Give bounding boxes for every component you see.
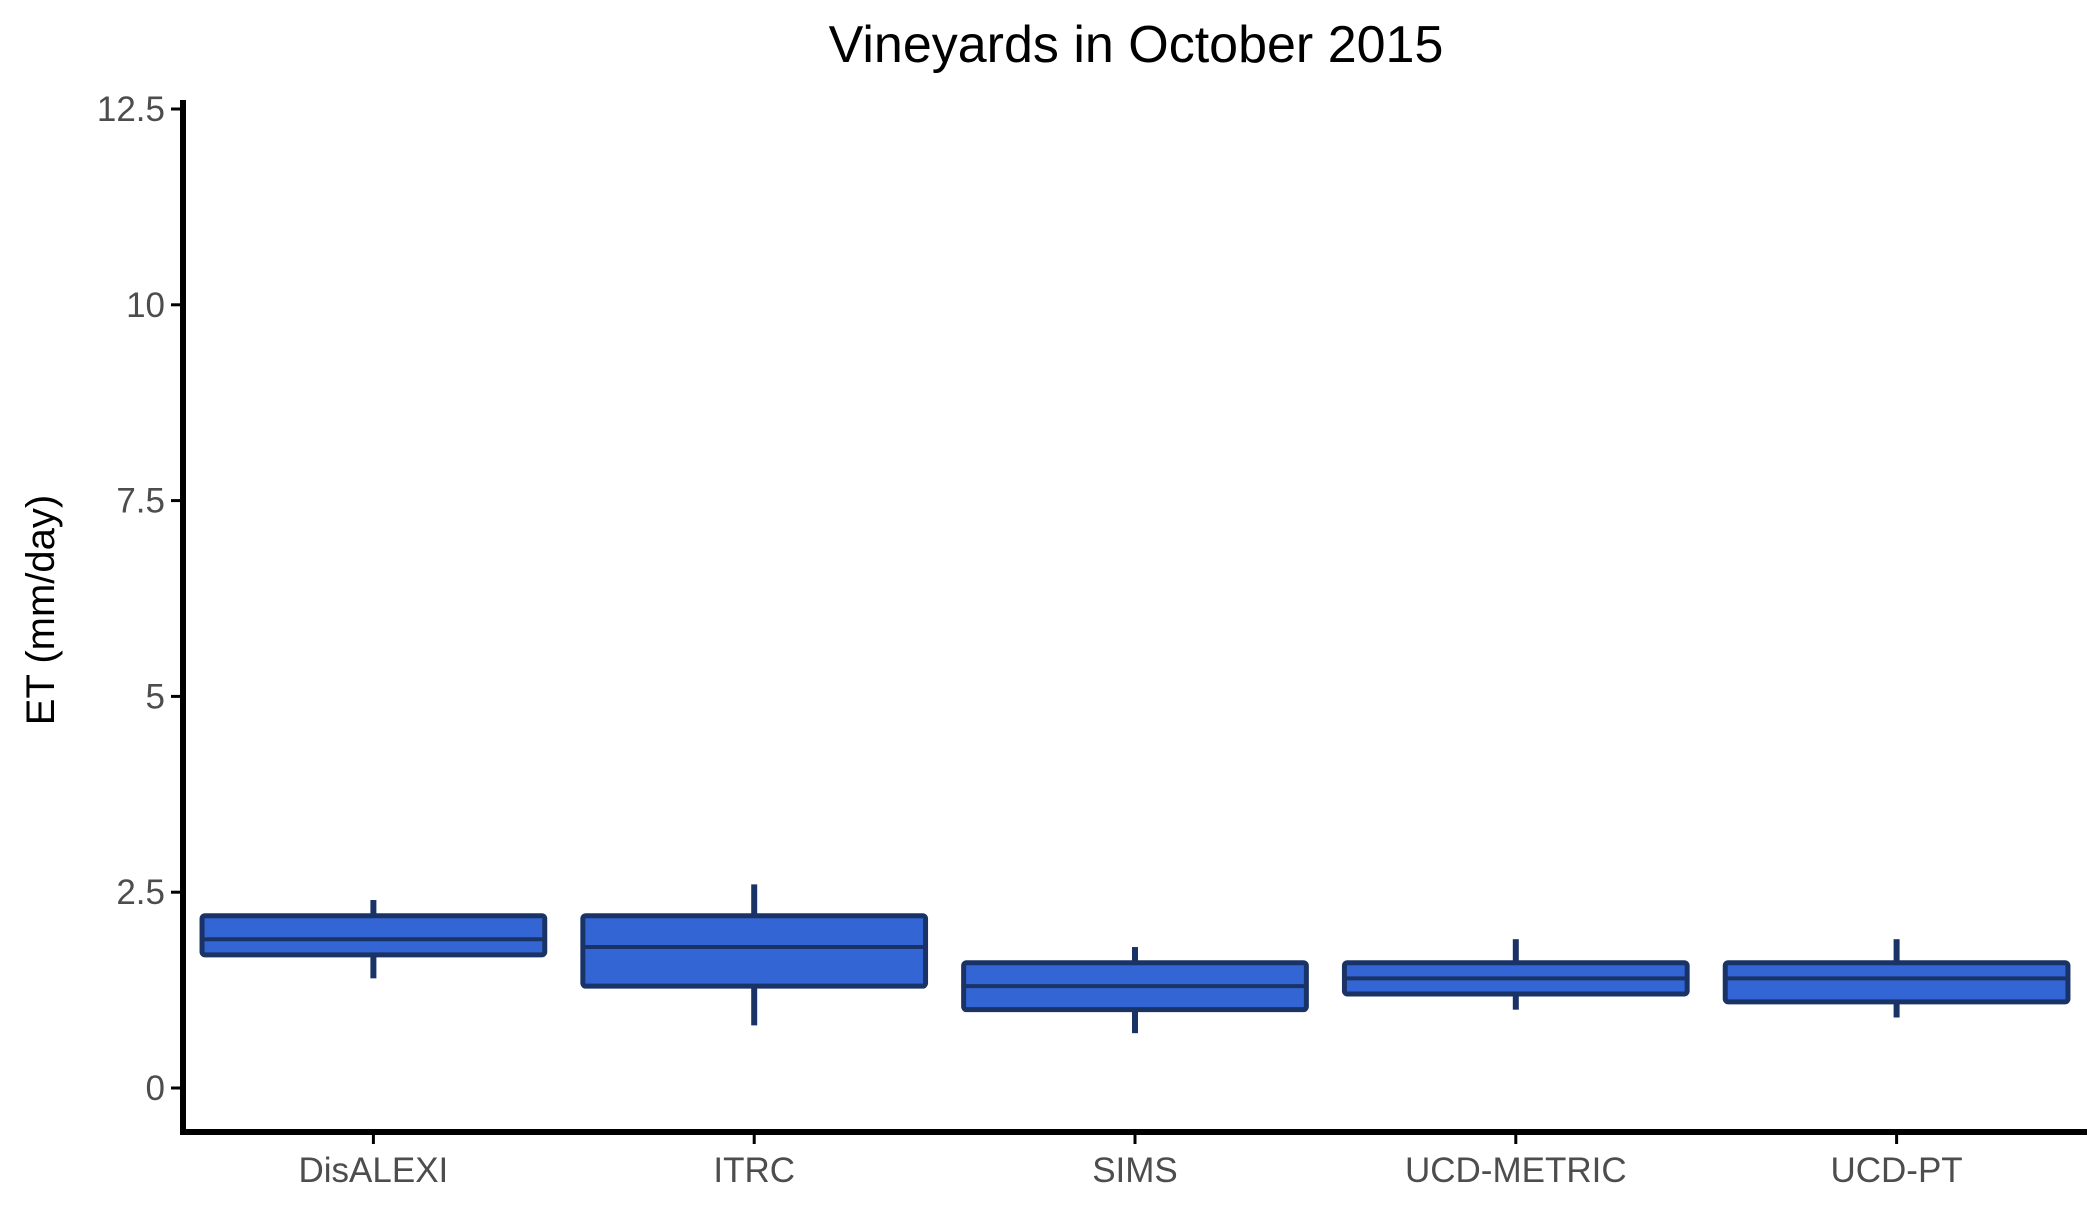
x-tick-label: ITRC xyxy=(713,1151,795,1190)
y-tick-label: 12.5 xyxy=(97,90,165,129)
x-tick-label: DisALEXI xyxy=(299,1151,449,1190)
y-tick-label: 2.5 xyxy=(116,873,165,912)
y-tick-label: 10 xyxy=(126,286,165,325)
y-tick-label: 0 xyxy=(146,1069,165,1108)
plot-area: 0 2.5 5 7.5 10 12.5 DisALEXI ITRC SIMS UCD-METRIC… xyxy=(97,90,2087,1190)
box-disalexi xyxy=(199,913,548,958)
box-itrc xyxy=(580,913,929,989)
box-ucd-pt xyxy=(1722,960,2071,1005)
x-tick-label: UCD-PT xyxy=(1830,1151,1962,1190)
chart-title: Vineyards in October 2015 xyxy=(829,16,1444,74)
x-tick-label: SIMS xyxy=(1092,1151,1178,1190)
y-tick-label: 7.5 xyxy=(116,482,165,521)
x-tick-label: UCD-METRIC xyxy=(1405,1151,1627,1190)
y-tick-label: 5 xyxy=(146,677,165,716)
y-axis-title: ET (mm/day) xyxy=(19,495,63,725)
